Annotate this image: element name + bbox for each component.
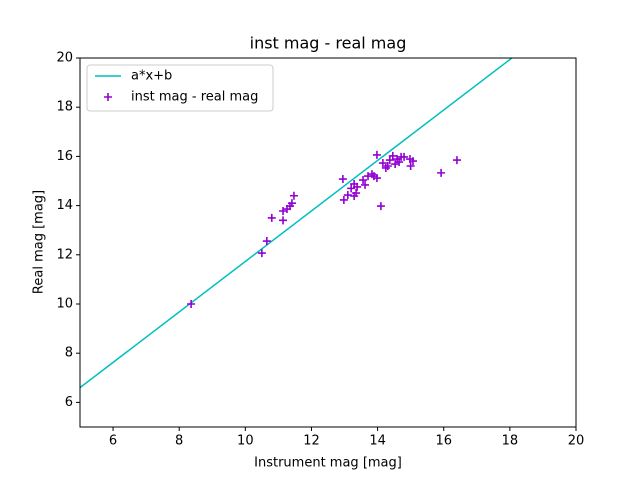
point: [406, 161, 415, 170]
point: [287, 199, 296, 208]
legend-label: inst mag - real mag: [131, 90, 258, 105]
fit-line: [79, 57, 513, 389]
point: [267, 213, 276, 222]
chart-title: inst mag - real mag: [250, 34, 407, 53]
legend-box: [86, 64, 274, 112]
point: [359, 176, 368, 185]
point: [378, 159, 387, 168]
point: [338, 175, 347, 184]
point: [279, 216, 288, 225]
y-tick-label: 8: [65, 346, 73, 361]
point: [353, 182, 362, 191]
point: [383, 161, 392, 170]
legend-swatch: [104, 93, 112, 101]
point: [372, 150, 381, 159]
point: [452, 156, 461, 165]
x-tick-label: 16: [435, 434, 452, 449]
y-axis-label: Real mag [mag]: [32, 190, 47, 294]
y-tick-label: 10: [56, 297, 73, 312]
point: [350, 192, 359, 201]
x-tick-label: 6: [109, 434, 117, 449]
plot-frame: [79, 57, 577, 428]
x-tick-label: 10: [237, 434, 254, 449]
y-tick-label: 18: [56, 100, 73, 115]
point: [437, 168, 446, 177]
point: [343, 191, 352, 200]
x-tick-label: 12: [303, 434, 320, 449]
y-tick-label: 6: [65, 395, 73, 410]
y-tick-label: 20: [56, 51, 73, 66]
y-tick-label: 12: [56, 247, 73, 262]
y-tick-label: 16: [56, 149, 73, 164]
point: [395, 158, 404, 167]
x-tick-label: 8: [175, 434, 183, 449]
point: [385, 156, 394, 165]
point: [376, 202, 385, 211]
point: [187, 300, 196, 308]
point: [339, 195, 348, 204]
x-tick-label: 20: [568, 434, 585, 449]
x-tick-label: 18: [502, 434, 519, 449]
x-tick-label: 14: [369, 434, 386, 449]
legend-label: a*x+b: [131, 69, 172, 84]
point: [347, 184, 356, 193]
point: [257, 249, 266, 258]
point: [289, 191, 298, 200]
point: [372, 174, 381, 183]
x-axis-label: Instrument mag [mag]: [254, 456, 402, 471]
point: [361, 180, 370, 189]
point: [262, 237, 271, 246]
point: [408, 157, 417, 166]
legend: a*x+b inst mag - real mag: [86, 64, 274, 112]
point: [400, 152, 409, 161]
point: [388, 151, 397, 160]
y-tick-label: 14: [56, 198, 73, 213]
